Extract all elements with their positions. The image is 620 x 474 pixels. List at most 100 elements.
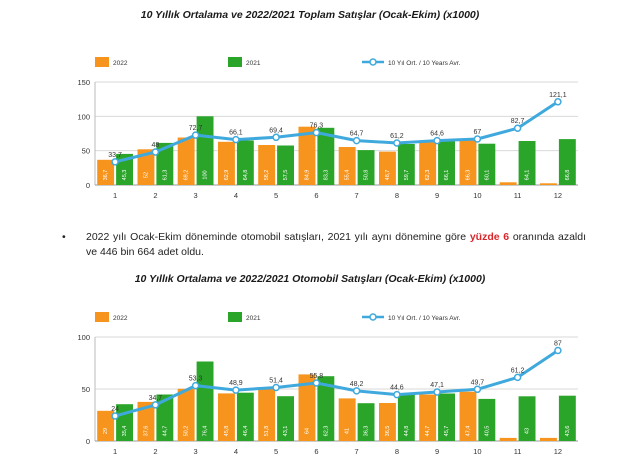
legend-swatch-marker <box>369 313 377 321</box>
bar-value-label-2021: 50,8 <box>364 170 370 181</box>
bar-value-label-2021: 44,7 <box>162 426 168 437</box>
avg-value-label: 72,7 <box>189 125 203 132</box>
avg-value-label: 49,7 <box>471 379 485 386</box>
avg-point <box>191 381 200 390</box>
avg-value-label: 48,9 <box>229 380 243 387</box>
chart-total-sales: 2022 2021 10 Yıl Ort. / 10 Years Avr. 0 50 10… <box>77 57 578 200</box>
avg-point <box>191 131 200 139</box>
x-tick-label: 2 <box>153 447 157 456</box>
bar-value-label-2021: 45,7 <box>444 426 450 437</box>
avg-point <box>513 373 522 382</box>
avg-value-label: 47,1 <box>430 382 444 389</box>
avg-point <box>232 135 240 144</box>
bar-value-label-2021: 76,4 <box>203 426 209 437</box>
avg-point <box>473 385 482 394</box>
bar-2021 <box>478 143 496 185</box>
sales-summary-note: • 2022 yılı Ocak-Ekim döneminde otomobil… <box>62 230 586 260</box>
x-tick-label: 3 <box>194 191 198 200</box>
avg-value-label: 48,2 <box>350 381 364 388</box>
bar-2021 <box>397 394 415 441</box>
bar-2022 <box>97 159 115 185</box>
bar-2022 <box>137 401 155 441</box>
bar-value-label-2022: 84,9 <box>304 170 310 181</box>
bar-2021 <box>196 361 214 441</box>
avg-value-label: 48 <box>152 142 160 149</box>
bar-2021 <box>357 150 375 185</box>
legend-label-2: 10 Yıl Ort. / 10 Years Avr. <box>388 315 461 322</box>
bar-2022 <box>459 391 477 441</box>
x-tick-label: 5 <box>274 447 278 456</box>
x-tick-label: 5 <box>274 191 278 200</box>
bar-2022 <box>218 141 235 185</box>
avg-value-label: 64,7 <box>350 131 364 138</box>
avg-value-label: 87 <box>554 341 562 348</box>
bar-2021 <box>397 144 415 185</box>
bar-2022 <box>137 149 155 185</box>
avg-point <box>151 148 160 156</box>
bar-2022 <box>419 142 437 185</box>
bar-2022 <box>338 398 356 441</box>
x-tick-label: 10 <box>473 447 481 456</box>
avg-point <box>272 383 280 392</box>
bar-value-label-2022: 58,2 <box>264 170 270 181</box>
bar-2021 <box>518 396 536 441</box>
avg-point <box>111 412 119 420</box>
bar-value-label-2022: 64 <box>304 428 310 434</box>
bar-2022 <box>379 151 396 185</box>
legend-label-0: 2022 <box>113 60 128 67</box>
bar-value-label-2021: 57,5 <box>283 170 289 181</box>
bar-2022 <box>499 182 517 185</box>
avg-point <box>232 386 240 394</box>
y-tick-label: 0 <box>86 181 90 190</box>
bar-value-label-2021: 45,3 <box>122 170 128 181</box>
x-tick-label: 2 <box>153 191 157 200</box>
avg-point <box>151 401 160 409</box>
bar-value-label-2021: 83,3 <box>323 170 329 181</box>
x-tick-label: 12 <box>554 447 562 456</box>
bar-2021 <box>156 394 174 441</box>
bar-2022 <box>298 126 316 185</box>
bar-2022 <box>419 394 437 441</box>
bar-2022 <box>97 410 115 441</box>
avg-point <box>111 158 119 166</box>
avg-value-label: 44,6 <box>390 385 404 392</box>
avg-value-label: 66,1 <box>229 130 243 137</box>
avg-point <box>513 124 522 132</box>
bar-2021 <box>478 398 496 441</box>
bar-2022 <box>540 183 557 185</box>
avg-value-label: 53,3 <box>189 376 203 383</box>
x-tick-label: 4 <box>234 447 238 456</box>
bar-value-label-2022: 55,4 <box>345 170 351 181</box>
avg-point <box>352 136 361 145</box>
legend-label-1: 2021 <box>246 60 261 67</box>
avg-point <box>352 387 361 395</box>
x-tick-label: 9 <box>435 447 439 456</box>
bar-2022 <box>459 139 477 185</box>
avg-value-label: 33,7 <box>108 152 122 159</box>
avg-point <box>393 139 401 147</box>
legend-swatch-0 <box>95 57 109 67</box>
x-tick-label: 1 <box>113 447 117 456</box>
bar-2021 <box>558 139 576 185</box>
bar-value-label-2021: 43,1 <box>283 426 289 437</box>
bar-value-label-2022: 50,2 <box>184 426 190 437</box>
x-tick-label: 8 <box>395 447 399 456</box>
bar-2022 <box>540 437 557 441</box>
bar-value-label-2021: 46,4 <box>243 426 249 437</box>
x-tick-label: 7 <box>355 447 359 456</box>
bar-value-label-2022: 36,5 <box>385 426 391 437</box>
bar-value-label-2022: 41 <box>345 428 351 434</box>
bar-value-label-2022: 45,8 <box>224 426 230 437</box>
avg-value-label: 64,6 <box>430 131 444 138</box>
avg-point <box>312 379 321 387</box>
summary-text-before: 2022 yılı Ocak-Ekim döneminde otomobil s… <box>86 231 470 243</box>
bar-value-label-2022: 52 <box>143 172 149 178</box>
avg-line <box>114 349 559 418</box>
bar-value-label-2021: 59,7 <box>404 170 410 181</box>
bar-2022 <box>298 374 316 441</box>
x-tick-label: 11 <box>514 447 522 456</box>
avg-point <box>554 346 562 355</box>
bar-2022 <box>499 437 517 441</box>
legend-label-2: 10 Yıl Ort. / 10 Years Avr. <box>388 60 461 67</box>
chart-title-total-sales: 10 Yıllık Ortalama ve 2022/2021 Toplam S… <box>140 9 480 21</box>
